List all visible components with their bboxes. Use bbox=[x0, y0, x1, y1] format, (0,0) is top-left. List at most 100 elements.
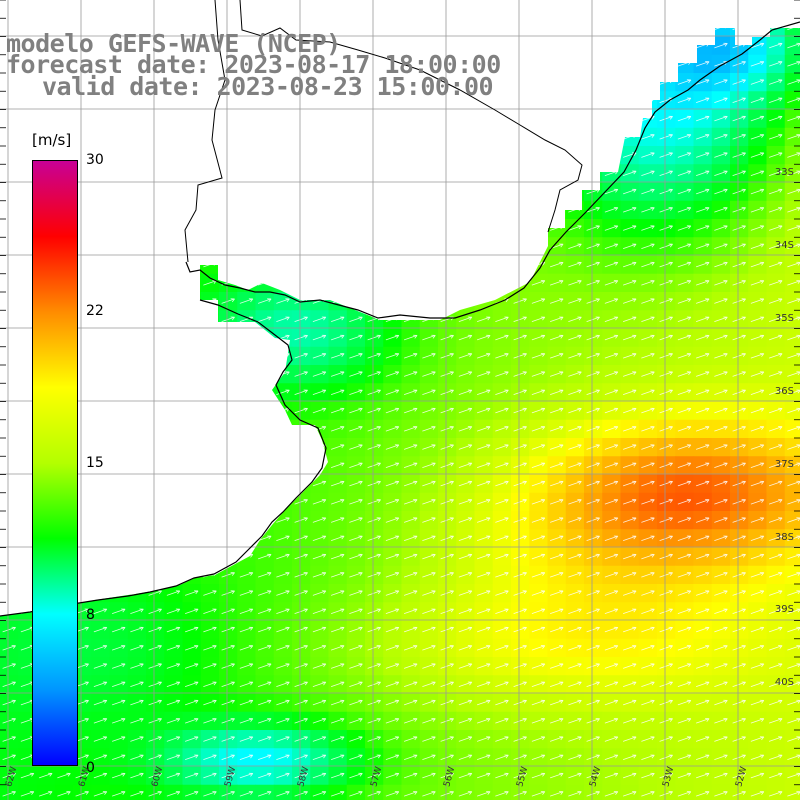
wind-arrow bbox=[750, 97, 765, 103]
colorbar-tick-22: 22 bbox=[86, 303, 104, 319]
wind-arrow bbox=[531, 535, 546, 541]
wind-arrow bbox=[330, 444, 345, 450]
wind-arrow bbox=[422, 444, 436, 450]
wind-arrow bbox=[750, 243, 765, 249]
wind-arrow bbox=[568, 499, 582, 505]
wind-arrow bbox=[531, 298, 546, 304]
wind-arrow bbox=[422, 371, 436, 377]
wind-arrow bbox=[732, 371, 746, 377]
wind-arrow bbox=[349, 426, 363, 432]
wind-arrow bbox=[750, 61, 765, 67]
wind-arrow bbox=[568, 261, 582, 268]
wind-arrow bbox=[604, 480, 619, 487]
wind-arrow bbox=[495, 389, 509, 395]
wind-arrow bbox=[750, 426, 765, 432]
wind-arrow bbox=[586, 225, 600, 231]
lat-label: 40S bbox=[774, 677, 794, 688]
wind-arrow bbox=[294, 371, 308, 377]
wind-arrow bbox=[276, 389, 290, 395]
wind-arrow bbox=[695, 462, 710, 468]
wind-arrow bbox=[677, 371, 692, 377]
wind-arrow bbox=[641, 407, 655, 414]
wind-arrow bbox=[568, 298, 582, 304]
lat-label: 39S bbox=[774, 604, 794, 615]
wind-arrow bbox=[330, 535, 345, 541]
wind-arrow bbox=[695, 334, 710, 341]
wind-arrow bbox=[768, 298, 783, 304]
wind-arrow bbox=[677, 480, 692, 487]
wind-arrow bbox=[513, 535, 527, 541]
wind-arrow bbox=[695, 115, 710, 122]
wind-arrow bbox=[476, 407, 491, 414]
colorbar bbox=[32, 160, 78, 766]
wind-arrow bbox=[732, 444, 746, 450]
wind-arrow bbox=[677, 79, 692, 85]
wind-arrow bbox=[641, 316, 655, 322]
wind-arrow bbox=[549, 261, 564, 268]
wind-arrow bbox=[677, 353, 692, 359]
wind-cell bbox=[547, 784, 567, 800]
wind-arrow bbox=[440, 389, 454, 395]
wind-cell bbox=[474, 784, 494, 800]
wind-arrow bbox=[367, 517, 381, 523]
wind-arrow bbox=[440, 535, 454, 541]
wind-arrow bbox=[695, 152, 710, 158]
wind-arrow bbox=[622, 499, 637, 505]
wind-arrow bbox=[568, 517, 582, 523]
wind-arrow bbox=[349, 462, 363, 468]
wind-arrow bbox=[677, 261, 692, 268]
wind-arrow bbox=[768, 115, 783, 122]
wind-arrow bbox=[495, 517, 509, 523]
wind-arrow bbox=[586, 462, 600, 468]
wind-arrow bbox=[440, 334, 454, 341]
wind-arrow bbox=[732, 79, 746, 85]
wind-arrow bbox=[367, 426, 381, 432]
wind-arrow bbox=[750, 170, 765, 176]
wind-arrow bbox=[714, 480, 728, 487]
wind-arrow bbox=[768, 371, 783, 377]
wind-arrow bbox=[458, 444, 473, 450]
lat-label: 38S bbox=[774, 532, 794, 543]
wind-cell bbox=[91, 784, 111, 800]
wind-arrow bbox=[714, 280, 728, 286]
wind-arrow bbox=[440, 426, 454, 432]
wind-arrow bbox=[221, 298, 235, 304]
wind-arrow bbox=[659, 298, 673, 304]
wind-arrow bbox=[659, 170, 673, 176]
wind-arrow bbox=[714, 261, 728, 268]
wind-arrow bbox=[659, 316, 673, 322]
wind-arrow bbox=[659, 225, 673, 231]
wind-arrow bbox=[385, 353, 400, 359]
wind-arrow bbox=[768, 152, 783, 158]
wind-arrow bbox=[714, 389, 728, 395]
wind-arrow bbox=[367, 407, 381, 414]
wind-cell bbox=[127, 784, 147, 800]
wind-arrow bbox=[440, 480, 454, 487]
wind-arrow bbox=[312, 480, 327, 487]
wind-arrow bbox=[604, 298, 619, 304]
wind-arrow bbox=[330, 334, 345, 341]
wind-arrow bbox=[677, 517, 692, 523]
wind-arrow bbox=[677, 499, 692, 505]
wind-arrow bbox=[677, 170, 692, 176]
wind-arrow bbox=[385, 334, 400, 341]
wind-arrow bbox=[440, 499, 454, 505]
wind-arrow bbox=[604, 353, 619, 359]
wind-arrow bbox=[330, 462, 345, 468]
wind-arrow bbox=[768, 134, 783, 140]
wind-arrow bbox=[385, 426, 400, 432]
wind-arrow bbox=[768, 517, 783, 523]
wind-arrow bbox=[403, 444, 418, 450]
wind-arrow bbox=[349, 371, 363, 377]
wind-arrow bbox=[750, 298, 765, 304]
wind-arrow bbox=[750, 115, 765, 122]
wind-arrow bbox=[695, 480, 710, 487]
wind-arrow bbox=[513, 334, 527, 341]
wind-arrow bbox=[568, 389, 582, 395]
wind-arrow bbox=[476, 389, 491, 395]
wind-arrow bbox=[695, 97, 710, 103]
wind-arrow bbox=[659, 499, 673, 505]
wind-arrow bbox=[677, 243, 692, 249]
wind-arrow bbox=[513, 444, 527, 450]
wind-arrow bbox=[641, 371, 655, 377]
